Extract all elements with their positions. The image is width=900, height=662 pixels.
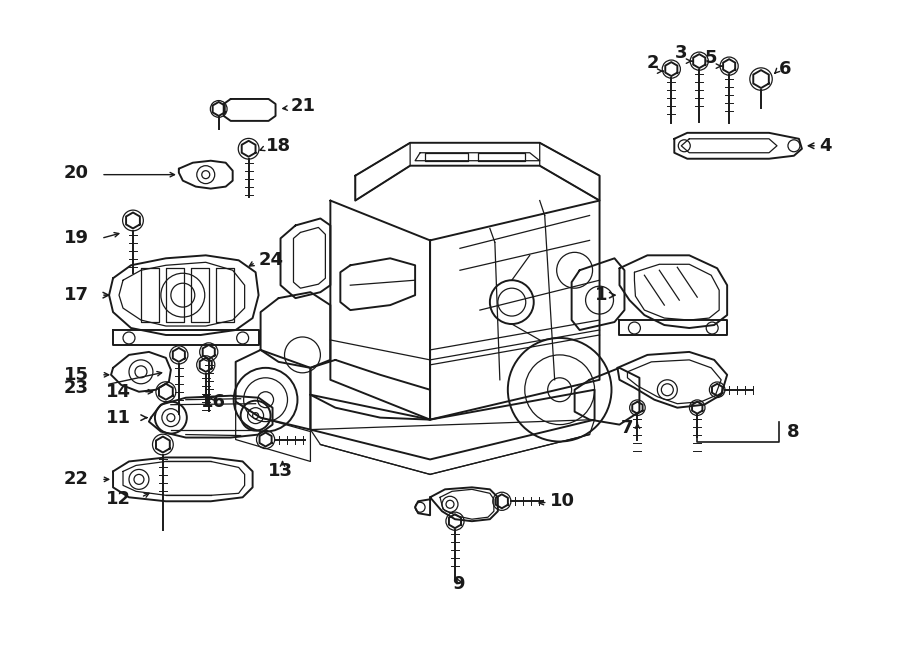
Text: 14: 14 <box>106 383 131 401</box>
Text: 19: 19 <box>64 230 89 248</box>
Text: 12: 12 <box>106 491 131 508</box>
Text: 11: 11 <box>106 408 131 426</box>
Text: 15: 15 <box>64 366 89 384</box>
Text: 5: 5 <box>705 49 717 67</box>
Text: 9: 9 <box>452 575 464 593</box>
Text: 10: 10 <box>550 493 575 510</box>
Text: 20: 20 <box>64 164 89 181</box>
Text: 13: 13 <box>268 463 293 481</box>
Text: 21: 21 <box>291 97 316 115</box>
Text: 8: 8 <box>787 422 799 441</box>
Text: 1: 1 <box>595 286 608 304</box>
Text: 6: 6 <box>779 60 791 78</box>
Text: 3: 3 <box>675 44 688 62</box>
Text: 17: 17 <box>64 286 89 304</box>
Text: 16: 16 <box>202 393 226 410</box>
Text: 2: 2 <box>647 54 660 72</box>
Text: 4: 4 <box>819 137 832 155</box>
Text: 7: 7 <box>621 418 634 437</box>
Text: 18: 18 <box>266 137 291 155</box>
Text: 22: 22 <box>64 471 89 489</box>
Text: 24: 24 <box>258 252 284 269</box>
Text: 23: 23 <box>64 379 89 397</box>
